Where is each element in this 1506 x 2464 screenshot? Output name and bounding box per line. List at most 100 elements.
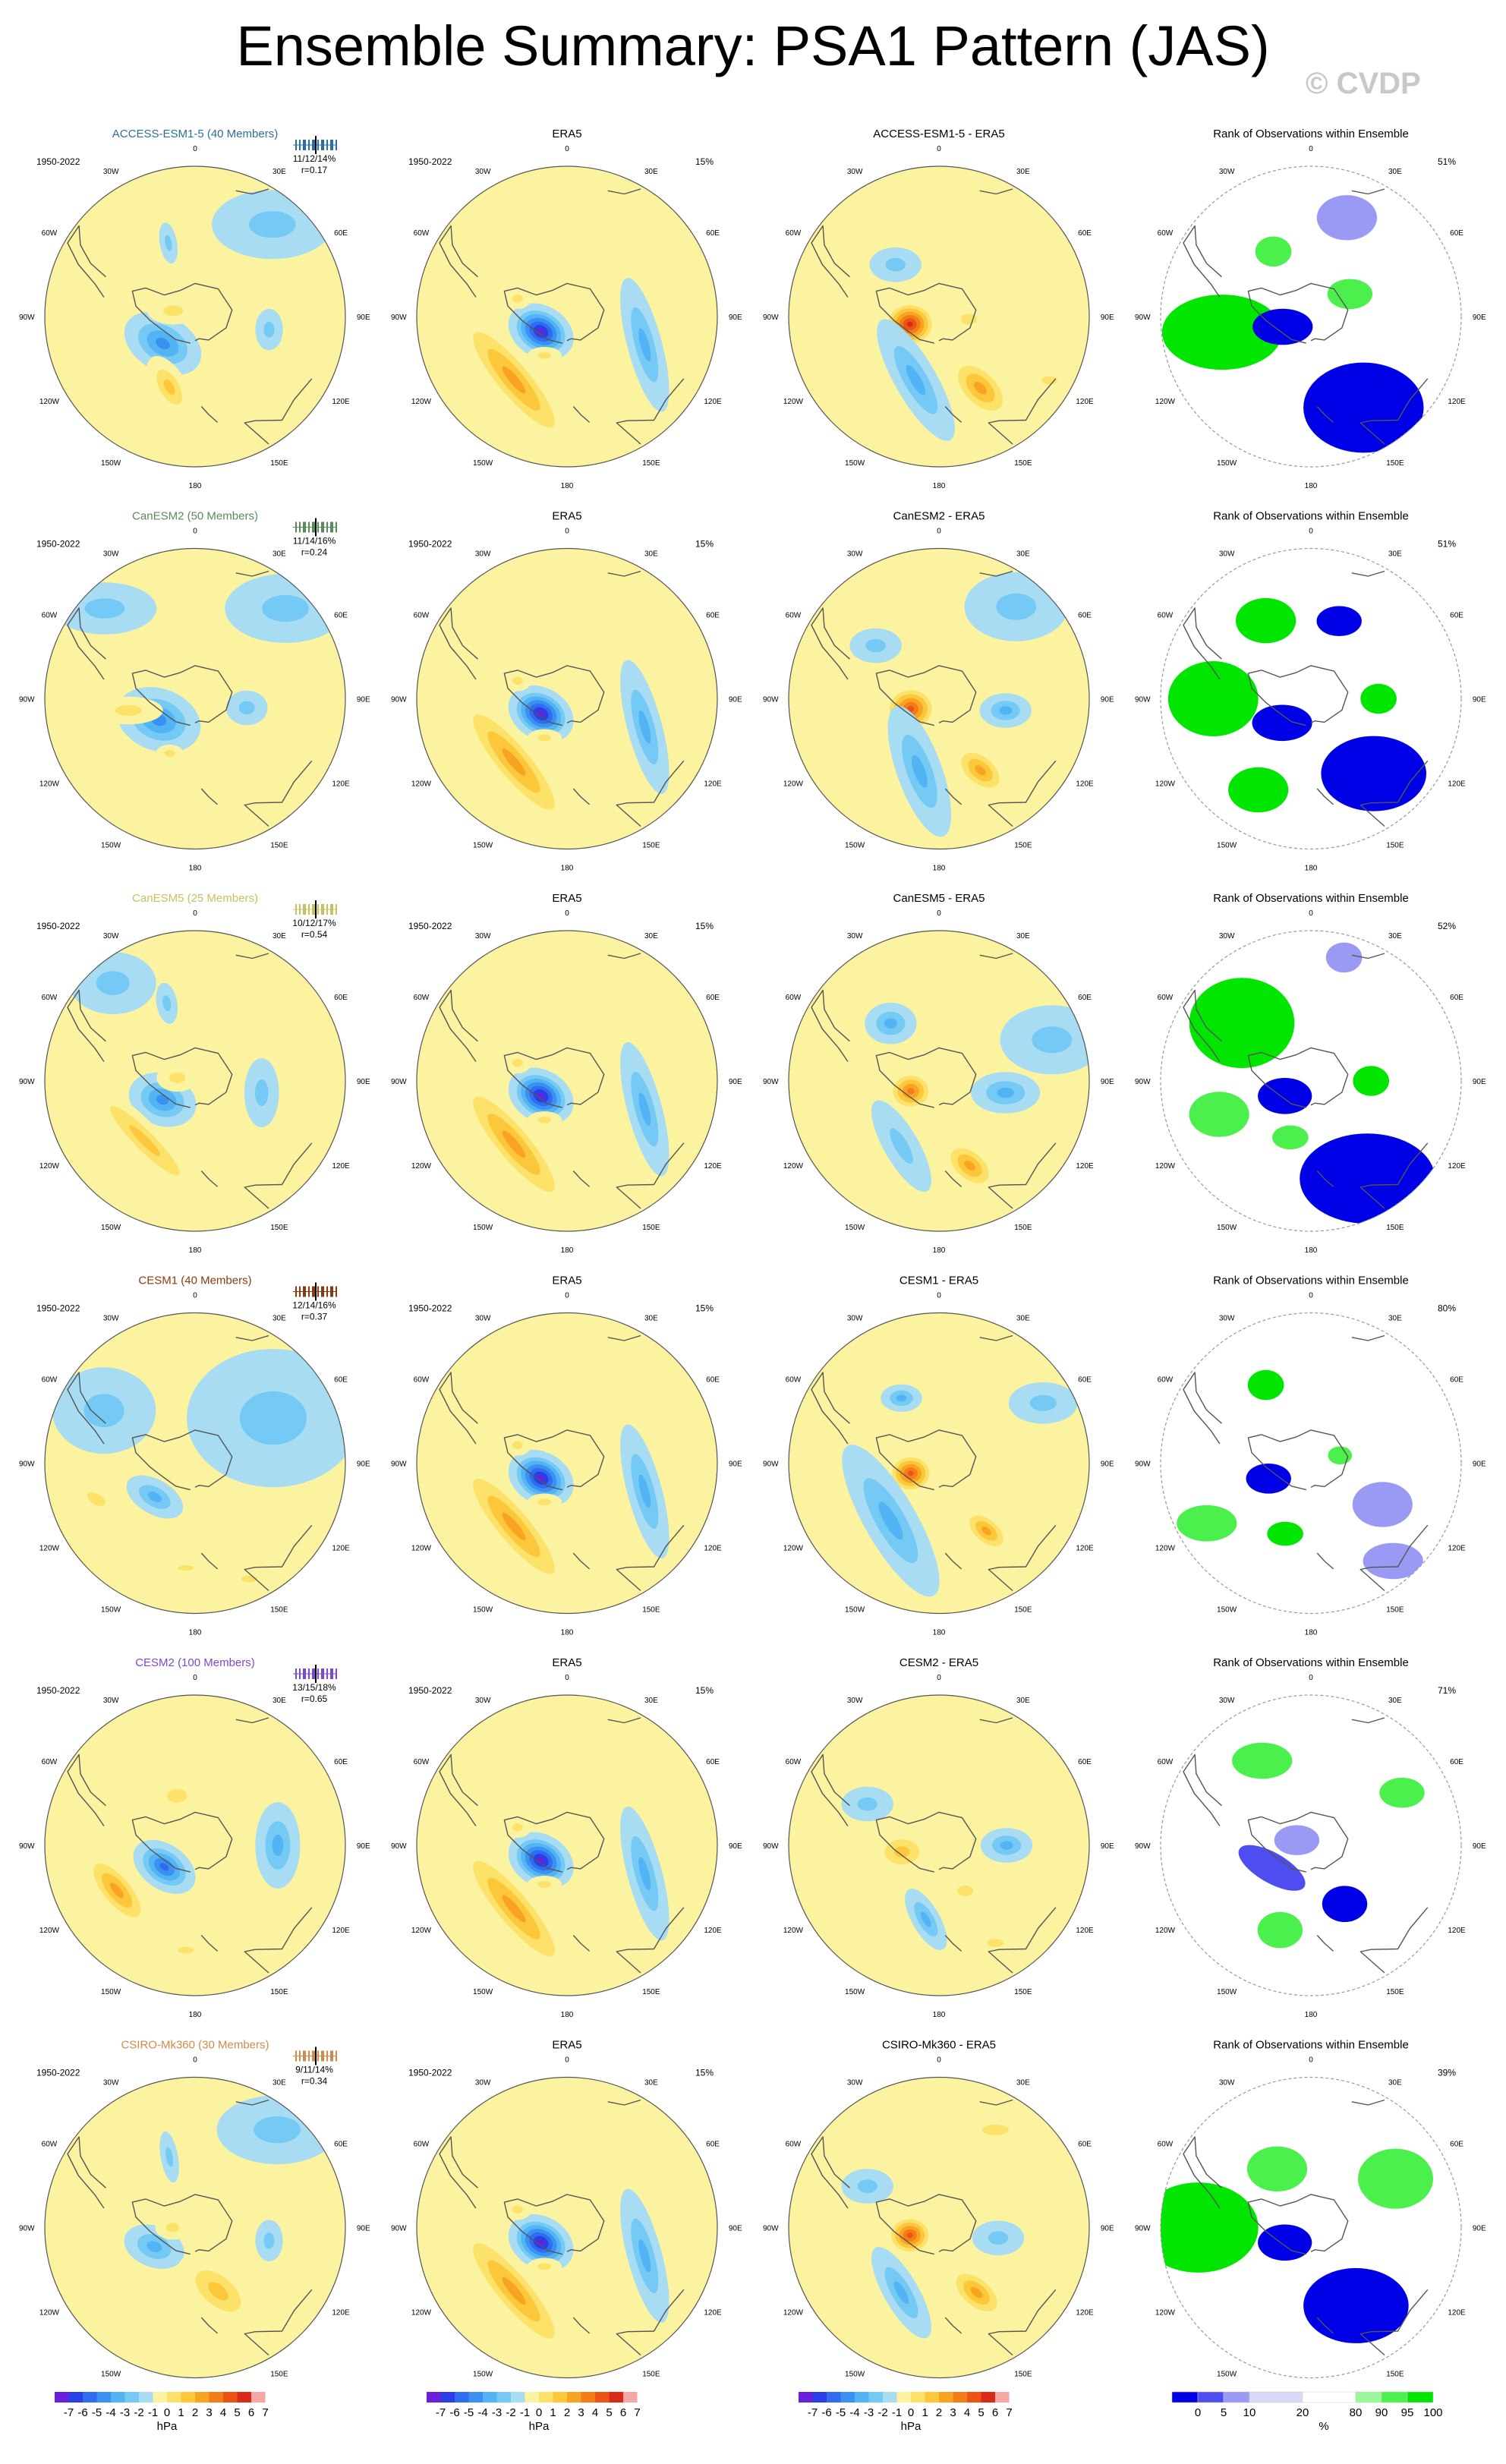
south-america-outline xyxy=(811,607,850,680)
lon-label-150W: 150W xyxy=(101,1988,121,1996)
south-america-outline xyxy=(811,989,850,1062)
row-2: CanESM5 (25 Members) 1950-2022 10/12/17%r=… xyxy=(19,892,1486,1255)
lon-label-90E: 90E xyxy=(1101,1460,1114,1469)
antarctica-outline xyxy=(1247,1047,1349,1108)
anomaly-center xyxy=(72,1481,120,1517)
africa-outline xyxy=(235,1717,269,1724)
contour-level xyxy=(129,1125,161,1157)
anomaly-center xyxy=(620,1424,670,1558)
lon-label-120E: 120E xyxy=(1076,1544,1094,1552)
lon-label-30E: 30E xyxy=(1388,932,1402,941)
colorbar-tick-label: -1 xyxy=(892,2406,902,2419)
period-label: 1950-2022 xyxy=(408,156,452,167)
anomaly-center xyxy=(1238,1845,1306,1891)
lon-label-120E: 120E xyxy=(332,1544,350,1552)
lon-label-120E: 120E xyxy=(704,1162,722,1171)
africa-outline xyxy=(235,1334,269,1341)
colorbar-tick-label: 5 xyxy=(234,2406,240,2419)
anomaly-center xyxy=(508,1449,574,1507)
lon-label-90W: 90W xyxy=(19,1460,35,1469)
colorbar-swatch xyxy=(511,2392,525,2403)
anomaly-center xyxy=(449,1070,578,1219)
anomaly-center xyxy=(1274,1825,1320,1855)
antarctica-outline xyxy=(875,1811,977,1873)
anomaly-center xyxy=(975,1932,1016,1954)
colorbar-tick-label: -6 xyxy=(821,2406,831,2419)
contour-level xyxy=(263,321,275,338)
colorbar-swatch xyxy=(209,2392,223,2403)
era5-variance: 15% xyxy=(695,539,714,550)
antarctica-outline xyxy=(1247,282,1349,344)
australia-outline xyxy=(244,2289,313,2356)
lon-label-150W: 150W xyxy=(1217,1224,1237,1232)
colorbar-swatch xyxy=(251,2392,266,2403)
field-layer xyxy=(1161,548,1461,849)
lon-label-120E: 120E xyxy=(332,398,350,406)
rank-blob xyxy=(1255,236,1292,267)
anomaly-center xyxy=(156,1063,198,1092)
period-label: 1950-2022 xyxy=(36,156,80,167)
rank-blob xyxy=(1258,1078,1312,1114)
contour-level xyxy=(987,1939,1003,1947)
contour-level xyxy=(638,1474,651,1508)
lon-label-150E: 150E xyxy=(270,1606,288,1615)
lon-label-120E: 120E xyxy=(1448,398,1466,406)
anomaly-center xyxy=(964,572,1069,641)
lon-label-150W: 150W xyxy=(101,842,121,850)
field-background xyxy=(789,1312,1089,1614)
model-map: CanESM2 (50 Members) 1950-2022 11/14/16%r=… xyxy=(19,510,370,873)
colorbar-swatch xyxy=(623,2392,638,2403)
rank-percent: 52% xyxy=(1438,921,1456,931)
lon-label-180: 180 xyxy=(189,2011,202,2019)
anomaly-center xyxy=(1161,295,1283,370)
contour-level xyxy=(975,765,986,776)
lon-label-90W: 90W xyxy=(391,1460,407,1469)
australia-outline xyxy=(1359,1142,1429,1209)
africa-outline xyxy=(607,188,641,195)
new-zealand-outline xyxy=(572,2317,591,2334)
lon-label-30E: 30E xyxy=(1388,168,1402,176)
period-label: 1950-2022 xyxy=(408,1303,452,1314)
lon-label-90E: 90E xyxy=(1473,1078,1486,1086)
lon-label-30E: 30E xyxy=(1016,550,1030,558)
lon-label-60W: 60W xyxy=(786,612,802,620)
field-layer xyxy=(417,1695,717,1996)
lon-label-90E: 90E xyxy=(1101,1842,1114,1851)
lon-label-120W: 120W xyxy=(411,2308,432,2317)
anomaly-center xyxy=(1008,1382,1078,1424)
lon-label-120W: 120W xyxy=(1155,398,1176,406)
lon-label-30W: 30W xyxy=(1219,2078,1235,2087)
contour-level xyxy=(512,1823,523,1832)
africa-outline xyxy=(979,953,1013,959)
lon-label-90W: 90W xyxy=(1135,2225,1151,2233)
difference-map: CESM1 - ERA5 0 30E 60E 90E 120E 150E 180 150W 120… xyxy=(763,1275,1114,1637)
lon-label-30E: 30E xyxy=(273,168,286,176)
anomaly-center xyxy=(881,1384,922,1413)
south-america-outline xyxy=(67,989,106,1062)
colorbar-tick-label: -2 xyxy=(506,2406,515,2419)
contour-level xyxy=(893,2281,909,2305)
contour-level xyxy=(254,2116,301,2144)
lon-label-150E: 150E xyxy=(1014,1988,1032,1996)
lon-label-180: 180 xyxy=(1305,482,1318,490)
map-border xyxy=(788,547,1090,850)
lon-label-150E: 150E xyxy=(1386,459,1404,468)
anomaly-center xyxy=(841,1786,893,1822)
rank-blob xyxy=(1252,704,1312,742)
colorbar-tick-label: 3 xyxy=(206,2406,212,2419)
anomaly-center xyxy=(126,1475,184,1519)
rank-swatch xyxy=(1381,2391,1408,2403)
lon-label-150W: 150W xyxy=(473,2371,493,2379)
lon-label-0: 0 xyxy=(1309,1674,1313,1682)
ensemble-stats: 11/12/14% xyxy=(293,153,336,164)
map-border xyxy=(416,1312,718,1615)
map-border xyxy=(44,1312,346,1615)
contour-level xyxy=(272,1834,284,1857)
contour-level xyxy=(638,1857,651,1891)
lon-label-60W: 60W xyxy=(786,229,802,238)
anomaly-center xyxy=(159,222,178,264)
map-border xyxy=(788,1694,1090,1996)
lon-label-90W: 90W xyxy=(391,696,407,704)
lon-label-150W: 150W xyxy=(1217,1606,1237,1615)
south-america-outline xyxy=(1183,989,1222,1062)
